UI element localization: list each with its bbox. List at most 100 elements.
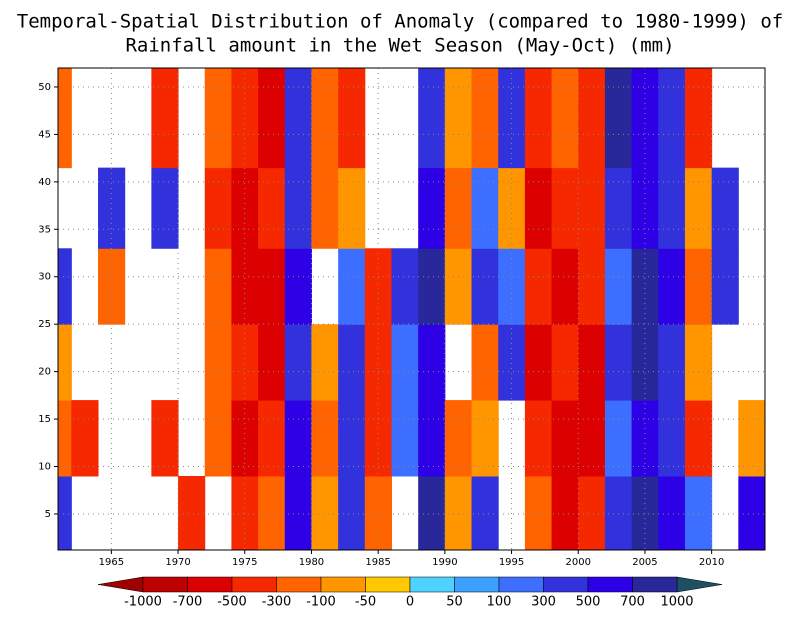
cell [578,324,606,401]
chart-title: Temporal-Spatial Distribution of Anomaly… [17,11,783,33]
y-tick-label: 25 [38,319,51,330]
x-tick-label: 1965 [99,557,124,568]
cell [151,167,179,249]
cell [338,324,366,401]
cell [258,167,286,249]
cell [604,324,633,401]
colorbar-label: 1000 [660,595,693,610]
cell [578,475,606,551]
colorbar-segment [543,576,589,593]
x-tick-label: 2005 [632,557,657,568]
colorbar-segment [231,576,277,593]
cell [58,400,72,477]
cell [498,248,526,325]
cell [284,324,312,401]
cell [418,167,446,249]
cell [551,400,579,477]
cell [471,248,499,325]
cell [578,400,606,477]
y-tick-label: 45 [38,129,51,140]
cell [524,400,553,477]
cell [684,475,713,551]
cell [418,324,446,401]
cell [338,400,366,477]
cell [604,167,633,249]
cell [418,248,446,325]
cell [604,68,633,169]
colorbar-label: -700 [173,595,203,610]
cell [58,68,72,169]
cell [364,248,392,325]
cell [524,68,553,169]
cell [471,167,499,249]
colorbar-segment [276,576,322,593]
colorbar-segment [320,576,366,593]
cell [418,475,446,551]
cell [578,68,606,169]
cell [444,400,473,477]
cell [604,248,633,325]
cell [178,475,206,551]
colorbar-label: 50 [446,595,463,610]
cell [338,248,366,325]
cell [444,68,473,169]
colorbar-segment [187,576,233,593]
cell [738,475,766,551]
y-tick-label: 10 [38,462,51,473]
cell [684,68,713,169]
cell [684,324,713,401]
cell [204,400,232,477]
colorbar-label: 0 [406,595,414,610]
cell [604,475,633,551]
cell [258,248,286,325]
x-tick-label: 1985 [365,557,390,568]
cell [418,400,446,477]
cell [418,68,446,169]
x-tick-label: 2010 [699,557,724,568]
x-tick-label: 1980 [299,557,324,568]
cell [258,68,286,169]
cell [338,68,366,169]
cell [204,248,232,325]
colorbar-segment [587,576,633,593]
cell [284,400,312,477]
colorbar-label: -500 [217,595,247,610]
cell [658,475,686,551]
cell [391,400,419,477]
cell [524,475,553,551]
x-tick-label: 1990 [432,557,457,568]
cell [551,475,579,551]
colorbar-label: -1000 [124,595,162,610]
cell [578,167,606,249]
cell [551,324,579,401]
cell [231,324,259,401]
cell [471,400,499,477]
cell [284,475,312,551]
cell [338,167,366,249]
cell [284,248,312,325]
colorbar-end [676,576,723,593]
cell [658,324,686,401]
cell [311,475,339,551]
colorbar-segment [365,576,411,593]
cell [711,248,739,325]
colorbar-label: -100 [306,595,336,610]
cell [58,475,72,551]
cell [471,475,499,551]
cell [391,324,419,401]
cell [58,248,72,325]
x-tick-label: 2000 [566,557,591,568]
cell [551,248,579,325]
colorbar-label: 500 [576,595,601,610]
cell [524,324,553,401]
cell [551,167,579,249]
y-tick-label: 15 [38,414,51,425]
y-tick-label: 30 [38,272,51,283]
plot-frame [57,67,766,551]
cell [658,248,686,325]
cell [711,167,739,249]
cell [391,248,419,325]
colorbar-label: -300 [262,595,292,610]
colorbar-label: 700 [620,595,645,610]
